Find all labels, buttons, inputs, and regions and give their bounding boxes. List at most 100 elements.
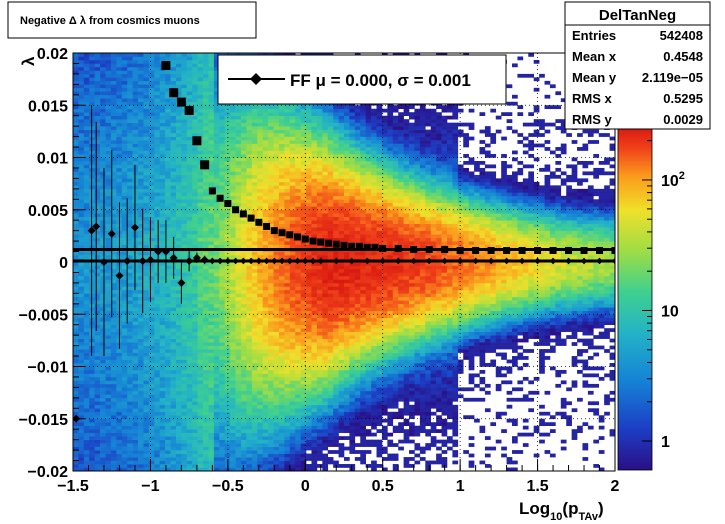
heatmap-cell [89, 453, 95, 458]
heatmap-cell [127, 293, 133, 298]
heatmap-cell [224, 268, 231, 273]
heatmap-cell [186, 87, 193, 92]
heatmap-cell [284, 178, 291, 183]
heatmap-cell [165, 345, 171, 350]
heatmap-cell [110, 80, 117, 85]
heatmap-cell [165, 342, 171, 346]
heatmap-cell [127, 147, 133, 151]
heatmap-cell [213, 227, 220, 231]
heatmap-cell [268, 394, 274, 399]
heatmap-cell [284, 143, 291, 148]
heatmap-cell [110, 268, 117, 273]
heatmap-cell [268, 303, 274, 308]
heatmap-cell [192, 335, 198, 339]
heatmap-cell [257, 157, 263, 162]
heatmap-cell [105, 446, 112, 451]
heatmap-cell [105, 373, 112, 378]
heatmap-cell [284, 216, 291, 221]
heatmap-cell [219, 282, 226, 287]
heatmap-cell [132, 300, 139, 305]
heatmap-cell [262, 432, 269, 437]
heatmap-cell [105, 387, 112, 392]
heatmap-cell [251, 342, 258, 346]
heatmap-cell [278, 359, 285, 364]
heatmap-cell [83, 352, 90, 357]
heatmap-cell [278, 363, 285, 367]
heatmap-cell [94, 443, 101, 447]
heatmap-cell [295, 345, 301, 350]
heatmap-cell [83, 331, 90, 336]
heatmap-cell [165, 359, 171, 364]
heatmap-cell [203, 453, 209, 458]
heatmap-cell [186, 98, 193, 103]
heatmap-cell [197, 401, 204, 406]
heatmap-cell [284, 108, 291, 113]
heatmap-cell [186, 376, 193, 381]
heatmap-cell [110, 296, 117, 301]
heatmap-cell [100, 105, 106, 110]
heatmap-cell [127, 140, 133, 144]
heatmap-cell [116, 436, 123, 440]
heatmap-cell [295, 303, 301, 308]
heatmap-cell [224, 450, 231, 454]
heatmap-cell [143, 119, 150, 123]
heatmap-cell [241, 164, 247, 169]
heatmap-cell [89, 171, 95, 176]
heatmap-cell [273, 185, 280, 190]
heatmap-cell [105, 206, 112, 211]
heatmap-cell [208, 356, 215, 360]
heatmap-cell [246, 338, 253, 343]
heatmap-cell [289, 164, 296, 169]
heatmap-cell [219, 338, 226, 343]
heatmap-cell [143, 154, 150, 158]
heatmap-cell [110, 216, 117, 221]
heatmap-cell [159, 216, 166, 221]
heatmap-cell [116, 404, 123, 409]
heatmap-cell [289, 119, 296, 123]
heatmap-cell [175, 94, 182, 99]
heatmap-cell [165, 286, 171, 291]
heatmap-cell [235, 425, 242, 430]
heatmap-cell [273, 275, 280, 280]
heatmap-cell [89, 397, 95, 402]
heatmap-cell [83, 394, 90, 399]
heatmap-cell [78, 279, 85, 284]
heatmap-cell [73, 303, 79, 308]
heatmap-cell [170, 213, 177, 218]
heatmap-cell [268, 213, 274, 218]
heatmap-cell [262, 272, 269, 277]
heatmap-cell [230, 460, 236, 465]
heatmap-cell [83, 167, 90, 172]
heatmap-cell [138, 244, 144, 249]
heatmap-cell [268, 314, 274, 319]
heatmap-cell [83, 307, 90, 312]
heatmap-cell [186, 432, 193, 437]
heatmap-cell [224, 369, 231, 374]
heatmap-cell [192, 77, 198, 82]
heatmap-cell [197, 356, 204, 360]
heatmap-cell [127, 446, 133, 451]
heatmap-cell [230, 345, 236, 350]
heatmap-cell [132, 321, 139, 325]
heatmap-cell [78, 401, 85, 406]
heatmap-cell [127, 63, 133, 68]
heatmap-cell [143, 80, 150, 85]
heatmap-cell [73, 129, 79, 134]
heatmap-cell [110, 418, 117, 423]
heatmap-cell [289, 188, 296, 193]
heatmap-cell [284, 335, 291, 339]
heatmap-cell [83, 300, 90, 305]
heatmap-cell [186, 411, 193, 416]
heatmap-cell [170, 178, 177, 183]
heatmap-cell [284, 310, 291, 315]
heatmap-cell [295, 397, 301, 402]
heatmap-cell [219, 425, 226, 430]
heatmap-cell [295, 387, 301, 392]
heatmap-cell [197, 206, 204, 211]
heatmap-cell [105, 324, 112, 329]
heatmap-cell [295, 244, 301, 249]
heatmap-cell [121, 136, 128, 141]
heatmap-cell [181, 293, 188, 298]
heatmap-cell [235, 185, 242, 190]
heatmap-cell [143, 66, 150, 71]
